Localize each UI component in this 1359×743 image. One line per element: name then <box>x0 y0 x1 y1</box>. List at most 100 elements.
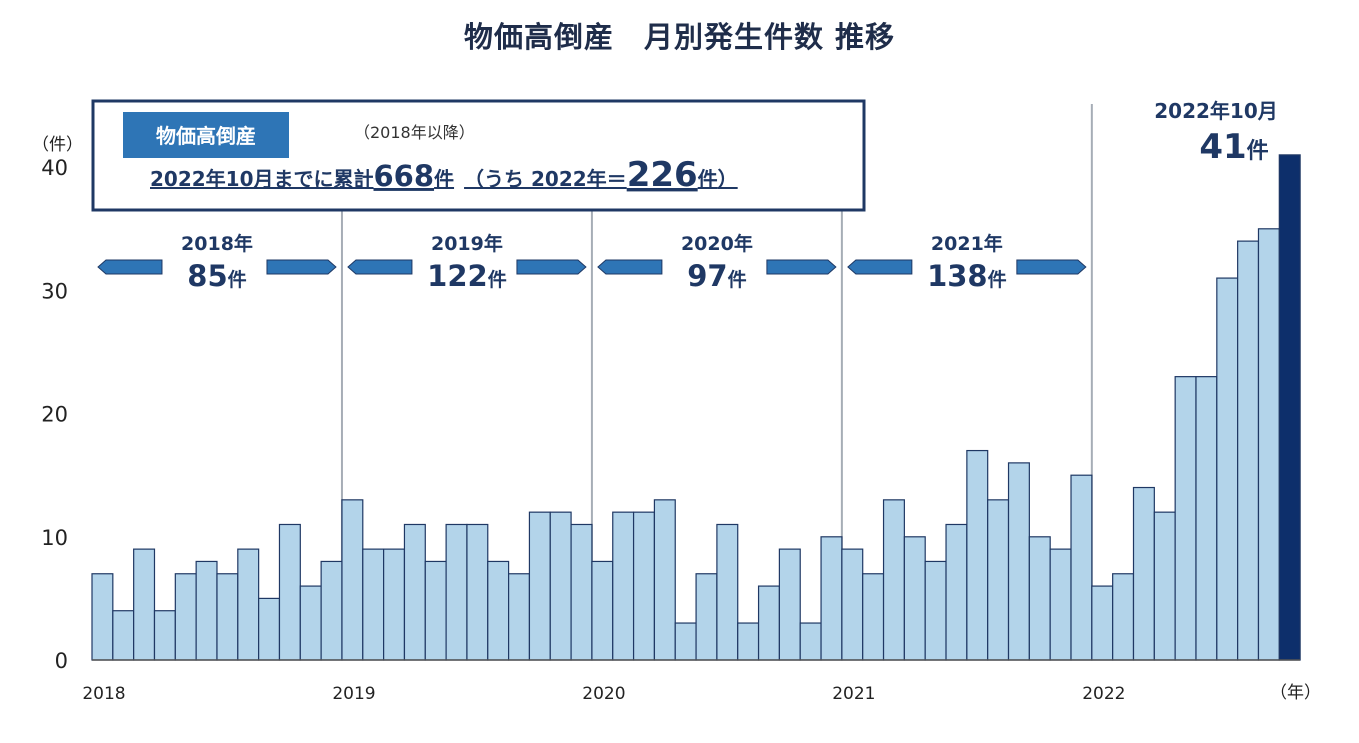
bar <box>778 548 801 661</box>
highlight-value: 41件 <box>1199 127 1268 167</box>
bar <box>695 573 718 661</box>
annual-unit: 件 <box>488 268 507 291</box>
arrow-right <box>516 259 587 275</box>
arrow-left <box>597 259 663 275</box>
bar <box>383 548 406 661</box>
bar <box>1216 277 1239 661</box>
bar <box>903 536 926 661</box>
summary-total: 668 <box>374 159 435 193</box>
bar <box>591 560 614 661</box>
bar <box>549 511 572 661</box>
bar <box>737 622 760 661</box>
x-axis-unit: （年） <box>1270 683 1321 703</box>
bar <box>570 523 593 661</box>
bar <box>757 585 780 661</box>
summary-mid: （うち 2022年＝ <box>464 167 627 191</box>
bar <box>632 511 656 661</box>
arrow-right <box>766 259 837 275</box>
bar <box>216 573 239 661</box>
y-tick-label: 40 <box>41 156 68 180</box>
bar <box>362 548 385 661</box>
summary-text: 2022年10月までに累計668件 （うち 2022年＝226件） <box>150 155 738 195</box>
bar <box>237 548 260 661</box>
bar <box>1028 536 1051 661</box>
highlight-label: 2022年10月 <box>1154 99 1278 123</box>
summary-unit-2: 件 <box>698 167 718 191</box>
bar <box>1195 376 1218 661</box>
summary-badge-label: 物価高倒産 <box>156 124 256 148</box>
arrow-right <box>1016 259 1087 275</box>
x-tick-label: 2020 <box>582 684 625 704</box>
annual-year-label: 2020年 <box>681 232 753 255</box>
bar <box>1070 474 1093 661</box>
bar <box>133 548 156 661</box>
bar <box>341 499 364 661</box>
arrow-right <box>266 259 337 275</box>
bar <box>1132 486 1155 661</box>
bar <box>799 622 822 661</box>
bar <box>1153 511 1176 661</box>
bar <box>112 610 135 661</box>
bar <box>924 560 947 661</box>
summary-year-total: 226 <box>627 155 698 195</box>
y-tick-label: 20 <box>41 403 68 427</box>
bar <box>299 585 322 661</box>
arrow-left <box>847 259 913 275</box>
x-tick-label: 2022 <box>1082 684 1125 704</box>
bar <box>424 560 447 661</box>
bar <box>674 622 697 661</box>
bar <box>841 548 864 661</box>
bar <box>403 523 426 661</box>
bar <box>1174 376 1197 661</box>
x-tick-label: 2018 <box>82 684 125 704</box>
bar <box>945 523 968 661</box>
bar <box>987 499 1010 661</box>
highlight-unit: 件 <box>1247 139 1269 164</box>
bar <box>487 560 510 661</box>
bar <box>1091 585 1114 661</box>
arrow-left <box>97 259 163 275</box>
bar <box>1237 240 1260 661</box>
bar <box>278 523 301 661</box>
annual-year-label: 2021年 <box>931 232 1003 255</box>
y-tick-label: 10 <box>41 526 68 550</box>
bar <box>1257 228 1280 661</box>
annual-total: 122件 <box>427 259 507 293</box>
annual-unit: 件 <box>228 268 247 291</box>
bar <box>174 573 197 661</box>
arrow-left <box>347 259 413 275</box>
bar <box>862 573 885 661</box>
summary-unit-1: 件 <box>434 167 454 191</box>
x-tick-label: 2021 <box>832 684 875 704</box>
bar <box>1049 548 1072 661</box>
annual-unit: 件 <box>988 268 1007 291</box>
summary-suffix: ） <box>718 167 738 191</box>
bar <box>882 499 905 661</box>
summary-prefix: 2022年10月までに累計 <box>150 167 374 191</box>
x-tick-label: 2019 <box>332 684 375 704</box>
bar <box>966 449 989 661</box>
annual-year-label: 2018年 <box>181 232 253 255</box>
annual-total: 138件 <box>927 259 1007 293</box>
bar <box>716 523 739 661</box>
highlight-count: 41 <box>1199 127 1246 167</box>
chart-title: 物価高倒産 月別発生件数 推移 <box>463 20 896 54</box>
bar-highlight <box>1278 154 1301 661</box>
bar <box>1112 573 1135 661</box>
y-tick-label: 0 <box>55 649 68 673</box>
bar <box>153 610 176 661</box>
bar <box>258 597 281 661</box>
annual-total: 85件 <box>187 259 246 293</box>
summary-since-note: （2018年以降） <box>354 123 475 142</box>
annual-year-label: 2019年 <box>431 232 503 255</box>
annual-count: 85 <box>187 259 227 293</box>
annual-count: 97 <box>687 259 727 293</box>
summary-badge <box>123 112 289 158</box>
bar <box>320 560 343 661</box>
annual-unit: 件 <box>728 268 747 291</box>
bar <box>653 499 676 661</box>
y-axis-unit: （件） <box>32 135 83 155</box>
annual-total: 97件 <box>687 259 746 293</box>
bar <box>612 511 635 661</box>
